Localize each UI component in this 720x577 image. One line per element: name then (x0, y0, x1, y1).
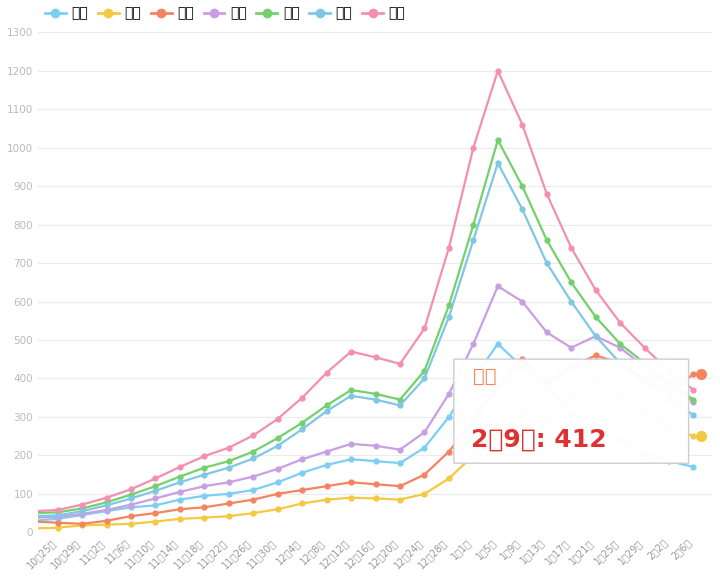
Text: 火曜: 火曜 (473, 367, 497, 386)
Legend: 日曜, 月曜, 火曜, 水曜, 木曜, 金曜, 土曜: 日曜, 月曜, 火曜, 水曜, 木曜, 金曜, 土曜 (45, 6, 405, 20)
FancyBboxPatch shape (454, 359, 688, 463)
Text: 2月9日: 412: 2月9日: 412 (471, 428, 606, 452)
